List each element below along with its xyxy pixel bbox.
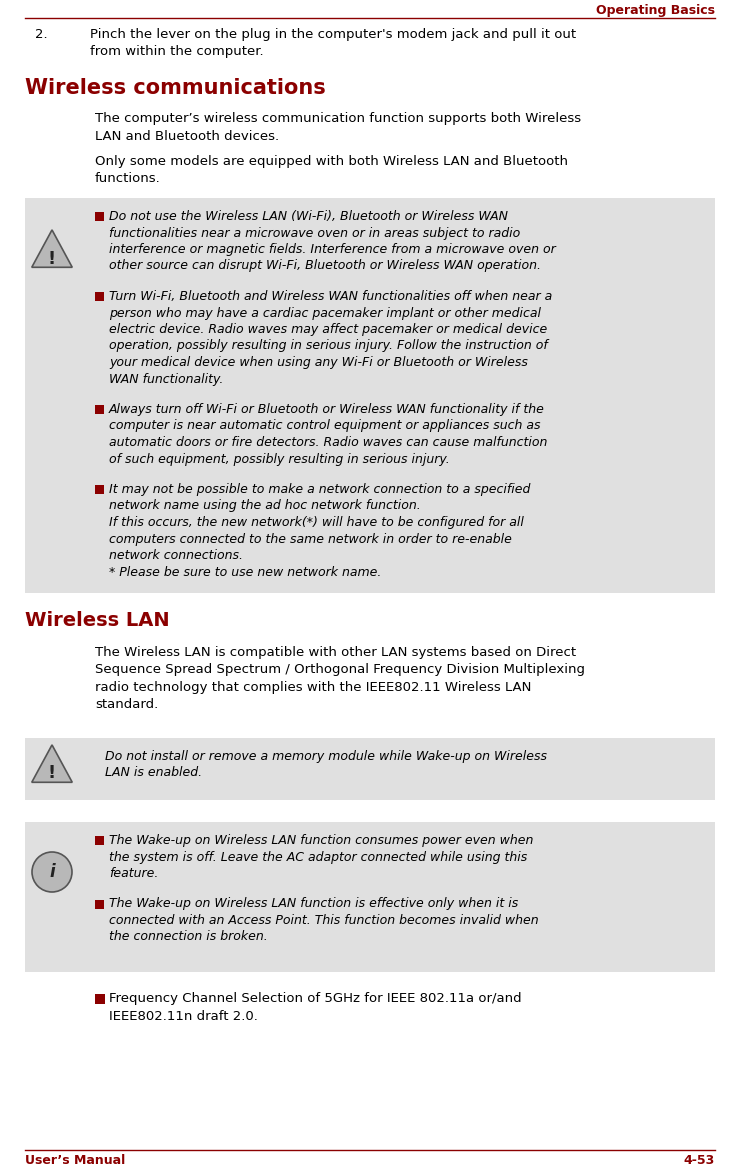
- Text: Wireless communications: Wireless communications: [25, 79, 325, 98]
- Text: The computer’s wireless communication function supports both Wireless: The computer’s wireless communication fu…: [95, 113, 581, 125]
- Text: The Wireless LAN is compatible with other LAN systems based on Direct: The Wireless LAN is compatible with othe…: [95, 646, 576, 659]
- Text: It may not be possible to make a network connection to a specified: It may not be possible to make a network…: [109, 483, 531, 496]
- Text: Turn Wi-Fi, Bluetooth and Wireless WAN functionalities off when near a: Turn Wi-Fi, Bluetooth and Wireless WAN f…: [109, 289, 552, 304]
- Text: * Please be sure to use new network name.: * Please be sure to use new network name…: [109, 566, 382, 579]
- Text: Sequence Spread Spectrum / Orthogonal Frequency Division Multiplexing: Sequence Spread Spectrum / Orthogonal Fr…: [95, 663, 585, 676]
- Text: from within the computer.: from within the computer.: [90, 46, 263, 59]
- Text: !: !: [48, 250, 56, 267]
- Text: LAN is enabled.: LAN is enabled.: [105, 766, 202, 779]
- Circle shape: [32, 852, 72, 892]
- Text: Do not install or remove a memory module while Wake-up on Wireless: Do not install or remove a memory module…: [105, 750, 547, 763]
- Text: standard.: standard.: [95, 699, 158, 711]
- Text: operation, possibly resulting in serious injury. Follow the instruction of: operation, possibly resulting in serious…: [109, 340, 548, 353]
- Polygon shape: [32, 230, 72, 267]
- Text: interference or magnetic fields. Interference from a microwave oven or: interference or magnetic fields. Interfe…: [109, 243, 556, 255]
- Text: Wireless LAN: Wireless LAN: [25, 611, 170, 631]
- Text: other source can disrupt Wi-Fi, Bluetooth or Wireless WAN operation.: other source can disrupt Wi-Fi, Bluetoot…: [109, 259, 541, 273]
- Text: the system is off. Leave the AC adaptor connected while using this: the system is off. Leave the AC adaptor …: [109, 851, 527, 864]
- Text: electric device. Radio waves may affect pacemaker or medical device: electric device. Radio waves may affect …: [109, 323, 548, 336]
- Text: i: i: [49, 863, 55, 881]
- Text: Pinch the lever on the plug in the computer's modem jack and pull it out: Pinch the lever on the plug in the compu…: [90, 28, 576, 41]
- Bar: [95, 485, 104, 495]
- Text: User’s Manual: User’s Manual: [25, 1154, 125, 1167]
- Text: WAN functionality.: WAN functionality.: [109, 373, 224, 386]
- Text: network connections.: network connections.: [109, 548, 243, 563]
- Bar: [25, 738, 715, 800]
- Bar: [95, 212, 104, 222]
- Text: 4-53: 4-53: [683, 1154, 715, 1167]
- Text: IEEE802.11n draft 2.0.: IEEE802.11n draft 2.0.: [109, 1009, 258, 1022]
- Text: functionalities near a microwave oven or in areas subject to radio: functionalities near a microwave oven or…: [109, 226, 520, 239]
- Text: 2.: 2.: [35, 28, 48, 41]
- Text: person who may have a cardiac pacemaker implant or other medical: person who may have a cardiac pacemaker …: [109, 307, 541, 320]
- Bar: [95, 899, 104, 908]
- Text: Only some models are equipped with both Wireless LAN and Bluetooth: Only some models are equipped with both …: [95, 155, 568, 168]
- Bar: [25, 822, 715, 972]
- Text: connected with an Access Point. This function becomes invalid when: connected with an Access Point. This fun…: [109, 914, 539, 927]
- Text: computers connected to the same network in order to re-enable: computers connected to the same network …: [109, 532, 512, 545]
- Text: radio technology that complies with the IEEE802.11 Wireless LAN: radio technology that complies with the …: [95, 681, 531, 694]
- Text: !: !: [48, 764, 56, 783]
- Text: LAN and Bluetooth devices.: LAN and Bluetooth devices.: [95, 129, 279, 143]
- Text: The Wake-up on Wireless LAN function is effective only when it is: The Wake-up on Wireless LAN function is …: [109, 898, 518, 911]
- Text: If this occurs, the new network(*) will have to be configured for all: If this occurs, the new network(*) will …: [109, 516, 524, 529]
- Text: The Wake-up on Wireless LAN function consumes power even when: The Wake-up on Wireless LAN function con…: [109, 834, 534, 847]
- Bar: [25, 198, 715, 593]
- Text: Do not use the Wireless LAN (Wi-Fi), Bluetooth or Wireless WAN: Do not use the Wireless LAN (Wi-Fi), Blu…: [109, 210, 508, 223]
- Text: Operating Basics: Operating Basics: [596, 4, 715, 18]
- Bar: [95, 292, 104, 301]
- Text: functions.: functions.: [95, 172, 161, 185]
- Text: Frequency Channel Selection of 5GHz for IEEE 802.11a or/and: Frequency Channel Selection of 5GHz for …: [109, 992, 522, 1006]
- Text: feature.: feature.: [109, 867, 159, 880]
- Text: of such equipment, possibly resulting in serious injury.: of such equipment, possibly resulting in…: [109, 452, 449, 465]
- Text: your medical device when using any Wi-Fi or Bluetooth or Wireless: your medical device when using any Wi-Fi…: [109, 356, 528, 369]
- Bar: [95, 406, 104, 414]
- Text: computer is near automatic control equipment or appliances such as: computer is near automatic control equip…: [109, 420, 540, 432]
- Bar: [95, 836, 104, 845]
- Bar: [95, 994, 105, 1004]
- Text: Always turn off Wi-Fi or Bluetooth or Wireless WAN functionality if the: Always turn off Wi-Fi or Bluetooth or Wi…: [109, 403, 545, 416]
- Text: automatic doors or fire detectors. Radio waves can cause malfunction: automatic doors or fire detectors. Radio…: [109, 436, 548, 449]
- Text: network name using the ad hoc network function.: network name using the ad hoc network fu…: [109, 499, 421, 512]
- Polygon shape: [32, 745, 72, 782]
- Text: the connection is broken.: the connection is broken.: [109, 931, 268, 943]
